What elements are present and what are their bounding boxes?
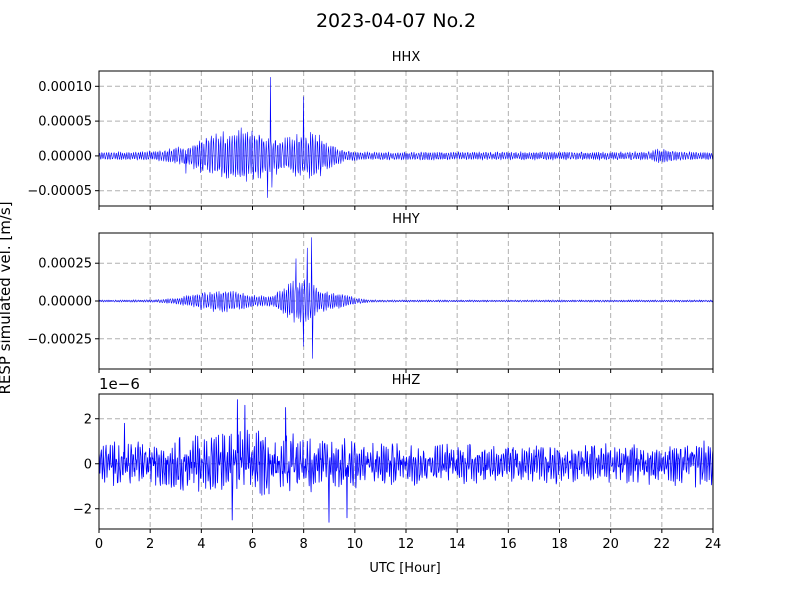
x-tick-label: 16	[500, 537, 517, 552]
offset-text-hhz: 1e−6	[99, 375, 140, 393]
panel-title-hhz: HHZ	[392, 373, 421, 388]
grid-lines	[99, 71, 713, 206]
y-tick-label: 0.00000	[38, 149, 92, 164]
figure-title: 2023-04-07 No.2	[316, 10, 476, 32]
x-axis-label: UTC [Hour]	[369, 561, 440, 576]
panel-title-hhy: HHY	[392, 212, 420, 227]
x-tick-label: 12	[398, 537, 415, 552]
waveform-hhy	[98, 237, 714, 359]
x-tick-label: 24	[705, 537, 722, 552]
y-tick-label: 0.00010	[38, 80, 92, 95]
x-tick-label: 8	[300, 537, 308, 552]
x-tick-label: 20	[602, 537, 619, 552]
y-tick-label: 2	[84, 412, 92, 427]
panel-hhx: −0.00005 0.00000 0.00005 0.00010 HHX	[27, 50, 714, 210]
ticks-hhz: 0 2 4 6 8 10 12 14 16 18 20 22 24−202	[73, 412, 721, 552]
y-tick-label: 0.00025	[38, 257, 92, 272]
waveform-hhz	[98, 399, 714, 523]
panel-hhy: −0.00025 0.00000 0.00025 HHY	[27, 212, 714, 373]
ticks-hhx: −0.00005 0.00000 0.00005 0.00010	[27, 80, 714, 210]
y-tick-label: 0.00005	[38, 115, 92, 130]
x-tick-label: 18	[551, 537, 568, 552]
waveform-line	[98, 399, 714, 523]
y-tick-label: −0.00005	[27, 184, 92, 199]
y-tick-label: 0	[84, 457, 92, 472]
panel-title-hhx: HHX	[392, 50, 421, 65]
waveform-hhx	[98, 77, 714, 198]
x-tick-label: 10	[347, 537, 364, 552]
x-tick-label: 0	[95, 537, 103, 552]
y-tick-label: −2	[73, 502, 92, 517]
y-axis-label: RESP simulated vel. [m/s]	[0, 201, 14, 394]
x-tick-label: 14	[449, 537, 466, 552]
x-tick-label: 6	[248, 537, 256, 552]
y-tick-label: 0.00000	[38, 295, 92, 310]
ticks-hhy: −0.00025 0.00000 0.00025	[27, 257, 714, 373]
x-tick-label: 22	[654, 537, 671, 552]
x-tick-label: 2	[146, 537, 154, 552]
x-tick-label: 4	[197, 537, 205, 552]
panel-hhz: 0 2 4 6 8 10 12 14 16 18 20 22 24−202 HHZ 1e−6	[73, 373, 721, 552]
waveform-line	[98, 237, 714, 359]
waveform-line	[98, 77, 714, 198]
y-tick-label: −0.00025	[27, 332, 92, 347]
